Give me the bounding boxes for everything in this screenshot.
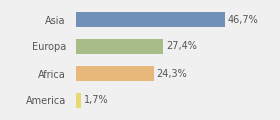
Text: 46,7%: 46,7% [228,15,259,24]
Bar [76,93,81,108]
Text: 24,3%: 24,3% [156,69,187,78]
Bar [76,66,153,81]
Text: 1,7%: 1,7% [84,96,108,105]
Bar [76,12,225,27]
Text: 27,4%: 27,4% [166,42,197,51]
Bar [76,39,164,54]
